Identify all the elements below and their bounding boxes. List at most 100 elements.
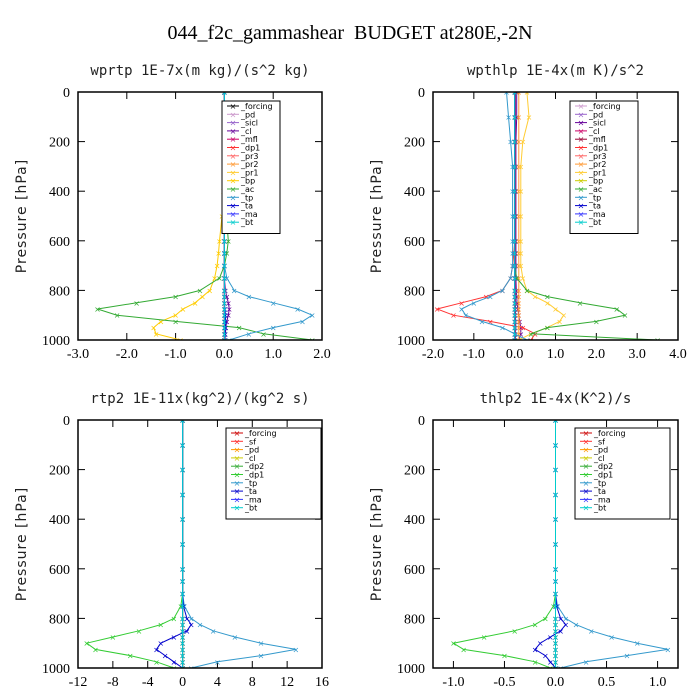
- y-tick-label: 400: [404, 513, 425, 528]
- y-tick-label: 800: [404, 612, 425, 627]
- data-point: ×: [179, 627, 186, 636]
- y-tick-label: 1000: [42, 334, 70, 349]
- data-point: ×: [179, 652, 186, 661]
- data-point: ×: [513, 88, 520, 97]
- data-point: ×: [184, 627, 191, 636]
- plot-frame: [432, 91, 679, 341]
- legend-marker: ×: [234, 495, 241, 504]
- data-point: ×: [509, 237, 516, 246]
- legend-entry: × _forcing: [227, 102, 273, 111]
- data-point: ×: [515, 324, 522, 333]
- data-point: ×: [299, 317, 306, 326]
- data-point: ×: [258, 652, 265, 661]
- plot-frame: [77, 419, 323, 669]
- data-point: ×: [127, 652, 134, 661]
- data-point: ×: [552, 577, 559, 586]
- legend-label: _dp2: [593, 462, 613, 471]
- y-tick-label: 800: [404, 284, 425, 299]
- data-point: ×: [515, 113, 522, 122]
- data-point: ×: [171, 633, 178, 642]
- data-point: ×: [577, 299, 584, 308]
- legend-label: _bt: [240, 218, 253, 227]
- data-point: ×: [552, 515, 559, 524]
- y-tick-label: 200: [49, 136, 70, 151]
- plot-frame: [432, 419, 679, 669]
- data-point: ×: [515, 299, 522, 308]
- legend-label: _cl: [240, 127, 252, 136]
- data-point: ×: [309, 336, 316, 345]
- data-point: ×: [214, 262, 221, 271]
- data-point: ×: [511, 262, 518, 271]
- data-point: ×: [515, 249, 522, 258]
- data-point: ×: [519, 324, 526, 333]
- legend-marker: ×: [234, 454, 241, 463]
- x-tick-label: 1.0: [649, 675, 667, 690]
- legend-entry: × _forcing: [231, 429, 277, 438]
- legend-entry: × _dp1: [580, 471, 613, 480]
- y-tick-label: 0: [418, 86, 425, 101]
- legend-marker: ×: [234, 437, 241, 446]
- legend-entry: × _tp: [231, 479, 257, 488]
- data-point: ×: [511, 212, 518, 221]
- legend-marker: ×: [230, 119, 237, 128]
- data-point: ×: [519, 138, 526, 147]
- chart-panel-4: thlp2 1E-4x(K^2)/s Pressure [hPa] -1.0 -0.5…: [369, 391, 679, 690]
- legend-label: _forcing: [593, 429, 626, 438]
- data-point: ×: [245, 330, 252, 339]
- data-point: ×: [479, 317, 486, 326]
- data-point: ×: [512, 187, 519, 196]
- data-point: ×: [515, 311, 522, 320]
- data-point: ×: [110, 633, 117, 642]
- x-tick-label: 0.0: [216, 347, 234, 362]
- data-point: ×: [552, 639, 559, 648]
- series-pr2: ×××××××××××××××××××: [515, 92, 522, 340]
- data-point: ×: [153, 330, 160, 339]
- legend-entry: × _bt: [227, 218, 253, 227]
- data-point: ×: [542, 614, 549, 623]
- panel-title: thlp2 1E-4x(K^2)/s: [480, 391, 632, 407]
- data-point: ×: [221, 249, 228, 258]
- legend-entry: × _ma: [580, 495, 611, 504]
- data-point: ×: [583, 658, 590, 667]
- legend-label: _ta: [240, 202, 253, 211]
- legend-marker: ×: [578, 152, 585, 161]
- series-ta: ×××××××××××××××××××: [153, 420, 195, 668]
- legend-marker: ×: [230, 152, 237, 161]
- y-tick-label: 1000: [397, 334, 425, 349]
- legend-marker: ×: [234, 462, 241, 471]
- data-point: ×: [258, 639, 265, 648]
- x-tick-label: -0.5: [493, 675, 515, 690]
- data-point: ×: [179, 602, 186, 611]
- legend-label: _sf: [593, 437, 605, 446]
- legend-marker: ×: [230, 202, 237, 211]
- legend-label: _pd: [240, 110, 255, 119]
- data-point: ×: [515, 187, 522, 196]
- data-point: ×: [542, 652, 549, 661]
- legend-label: _mfl: [588, 135, 606, 144]
- data-point: ×: [179, 416, 186, 425]
- data-point: ×: [179, 490, 186, 499]
- legend-label: _mfl: [240, 135, 258, 144]
- legend-entry: × _tp: [227, 193, 253, 202]
- plot-area: ××××××××××××××××××××××××××××××××××××××××…: [434, 88, 661, 340]
- x-tick-label: 4.0: [669, 347, 687, 362]
- legend-entry: × _pr3: [227, 152, 258, 161]
- legend-label: _pr3: [588, 152, 606, 161]
- legend-marker: ×: [234, 487, 241, 496]
- legend-marker: ×: [583, 495, 590, 504]
- legend-entry: × _dp1: [231, 471, 264, 480]
- x-tick-label: 12: [280, 675, 294, 690]
- data-point: ×: [188, 664, 195, 673]
- legend-entry: × _bp: [575, 177, 603, 186]
- y-axis-label: Pressure [hPa]: [369, 159, 385, 273]
- data-point: ×: [197, 286, 204, 295]
- data-point: ×: [181, 602, 188, 611]
- legend-label: _ac: [240, 185, 254, 194]
- legend-entry: × _cl: [227, 127, 252, 136]
- data-point: ×: [225, 237, 232, 246]
- legend-entry: × _sf: [231, 437, 256, 446]
- y-tick-label: 600: [404, 235, 425, 250]
- data-point: ×: [511, 274, 518, 283]
- data-point: ×: [512, 249, 519, 258]
